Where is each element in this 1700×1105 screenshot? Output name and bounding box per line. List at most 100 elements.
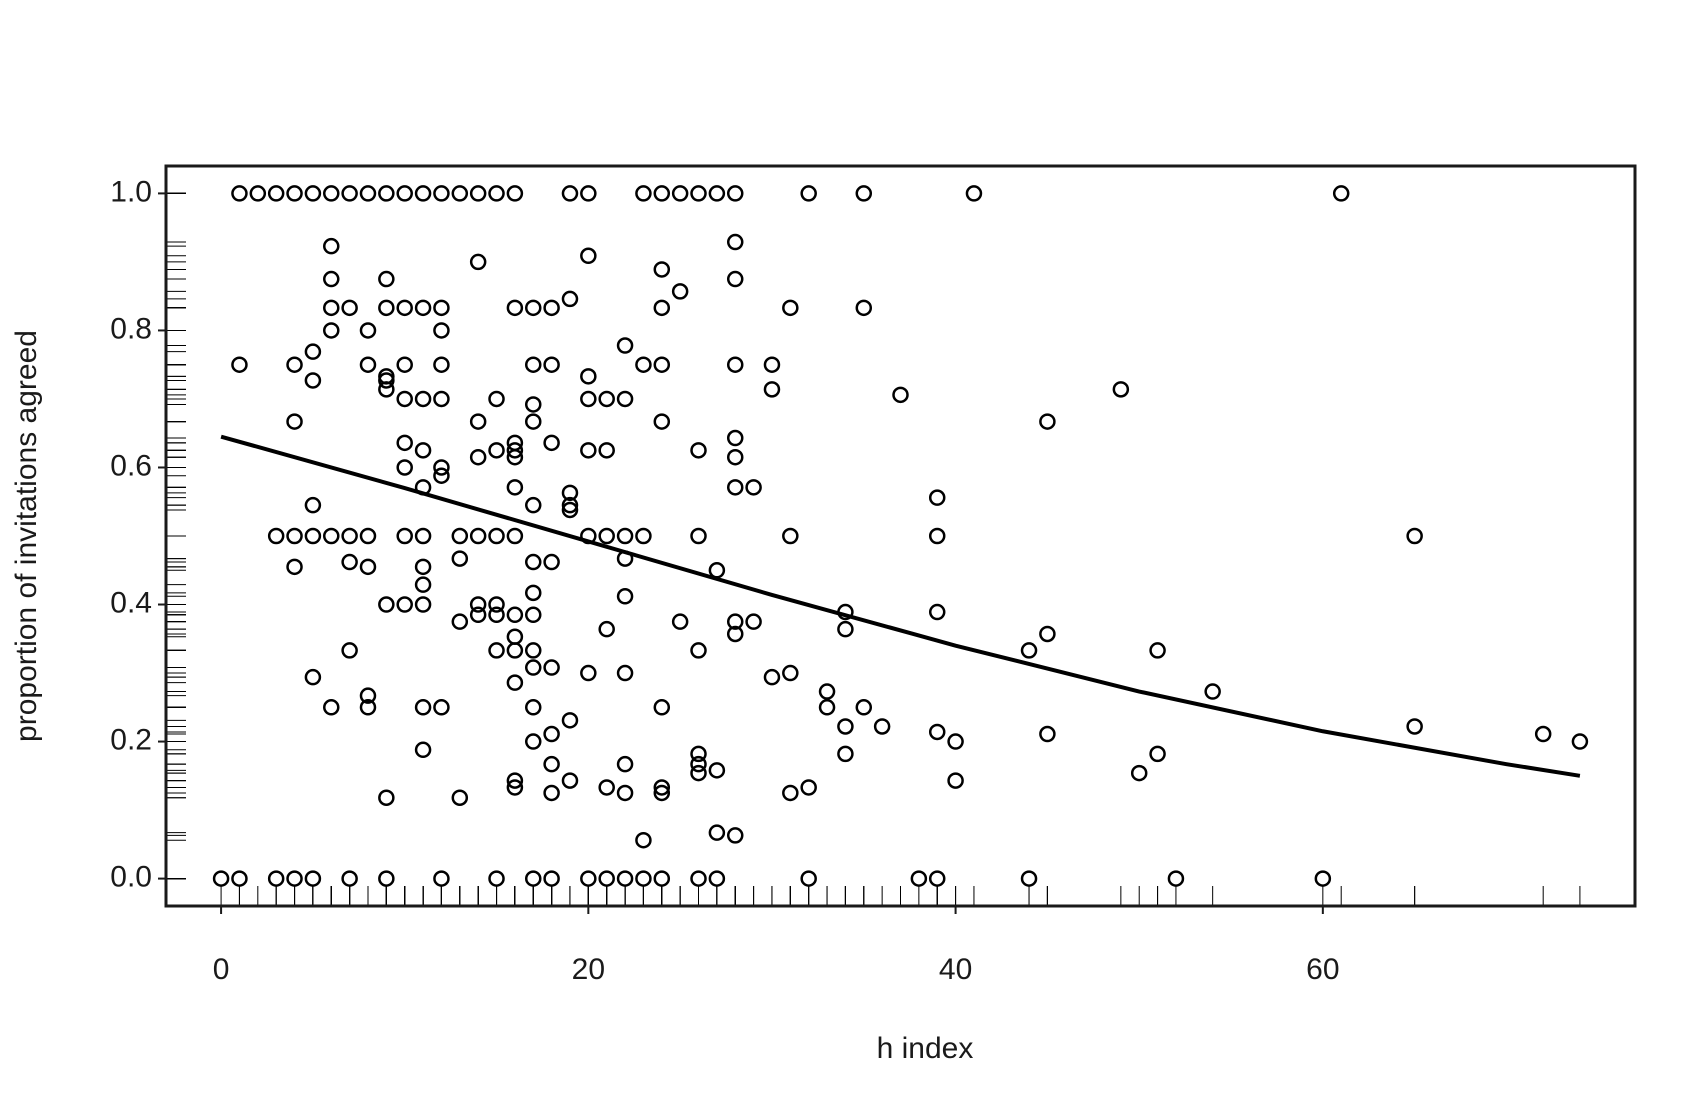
- point: [469, 596, 487, 613]
- point: [433, 185, 450, 202]
- point: [1039, 725, 1056, 743]
- point: [671, 613, 689, 630]
- plot-frame: [164, 164, 1637, 908]
- point: [892, 386, 909, 404]
- x-tick-label: 60: [1306, 953, 1339, 986]
- point: [323, 299, 340, 317]
- point: [800, 185, 817, 202]
- point: [433, 299, 450, 317]
- point: [616, 588, 634, 605]
- fit-curve: [220, 434, 1581, 778]
- point: [598, 527, 615, 545]
- point: [690, 755, 707, 773]
- point: [506, 772, 524, 789]
- point: [561, 290, 579, 308]
- x-tick-label: 0: [213, 953, 230, 986]
- point: [1406, 718, 1423, 735]
- point: [469, 253, 487, 271]
- point: [690, 745, 707, 763]
- point: [1020, 870, 1038, 887]
- point: [396, 185, 413, 202]
- point: [323, 185, 340, 202]
- point: [928, 603, 946, 621]
- point: [837, 745, 854, 763]
- point: [506, 674, 524, 691]
- point: [267, 185, 285, 202]
- point: [304, 668, 322, 686]
- point: [396, 459, 413, 476]
- point: [782, 299, 799, 317]
- point: [506, 642, 524, 659]
- point: [267, 870, 285, 887]
- point: [580, 664, 597, 682]
- point: [671, 185, 689, 202]
- point: [708, 185, 726, 202]
- point: [396, 390, 413, 408]
- point: [598, 620, 615, 638]
- point: [1406, 527, 1423, 545]
- point: [286, 185, 303, 202]
- point: [304, 185, 322, 202]
- point: [396, 356, 413, 373]
- point: [1020, 642, 1038, 659]
- point: [947, 772, 964, 789]
- point: [653, 870, 671, 887]
- point: [763, 668, 781, 686]
- point: [616, 784, 634, 802]
- point: [653, 185, 671, 202]
- point: [763, 381, 781, 398]
- point: [1039, 413, 1056, 430]
- point: [341, 527, 358, 545]
- point: [359, 322, 377, 339]
- point: [726, 625, 744, 643]
- point: [488, 606, 505, 624]
- point: [506, 185, 524, 202]
- point: [965, 185, 983, 202]
- point: [488, 390, 505, 408]
- point: [873, 718, 891, 735]
- point: [341, 299, 358, 317]
- point: [580, 368, 597, 385]
- x-tick-label: 20: [572, 953, 605, 986]
- point: [543, 299, 560, 317]
- point: [433, 467, 450, 484]
- point: [1039, 625, 1056, 643]
- point: [286, 870, 303, 887]
- point: [359, 558, 377, 576]
- point: [323, 237, 340, 255]
- point: [837, 620, 854, 638]
- point: [378, 381, 395, 398]
- point: [506, 442, 524, 459]
- point: [378, 299, 395, 317]
- point: [598, 779, 615, 796]
- point: [726, 613, 744, 630]
- point: [1332, 185, 1350, 202]
- point: [580, 247, 597, 265]
- point: [488, 870, 505, 887]
- point: [635, 831, 652, 849]
- point: [800, 779, 817, 796]
- point: [782, 664, 799, 682]
- point: [543, 434, 560, 452]
- point: [378, 270, 395, 288]
- point: [433, 699, 450, 716]
- point: [635, 356, 652, 373]
- point: [653, 356, 671, 373]
- point: [414, 596, 432, 613]
- point: [1149, 642, 1166, 659]
- point: [1112, 381, 1130, 398]
- point: [855, 185, 873, 202]
- point: [323, 699, 340, 716]
- point: [469, 185, 487, 202]
- point: [561, 772, 579, 789]
- point: [433, 356, 450, 373]
- point: [543, 755, 560, 773]
- point: [451, 527, 469, 545]
- point: [451, 185, 469, 202]
- point: [506, 628, 524, 645]
- point: [231, 870, 248, 887]
- point: [653, 261, 671, 278]
- point: [488, 185, 505, 202]
- point: [726, 429, 744, 447]
- point: [249, 185, 267, 202]
